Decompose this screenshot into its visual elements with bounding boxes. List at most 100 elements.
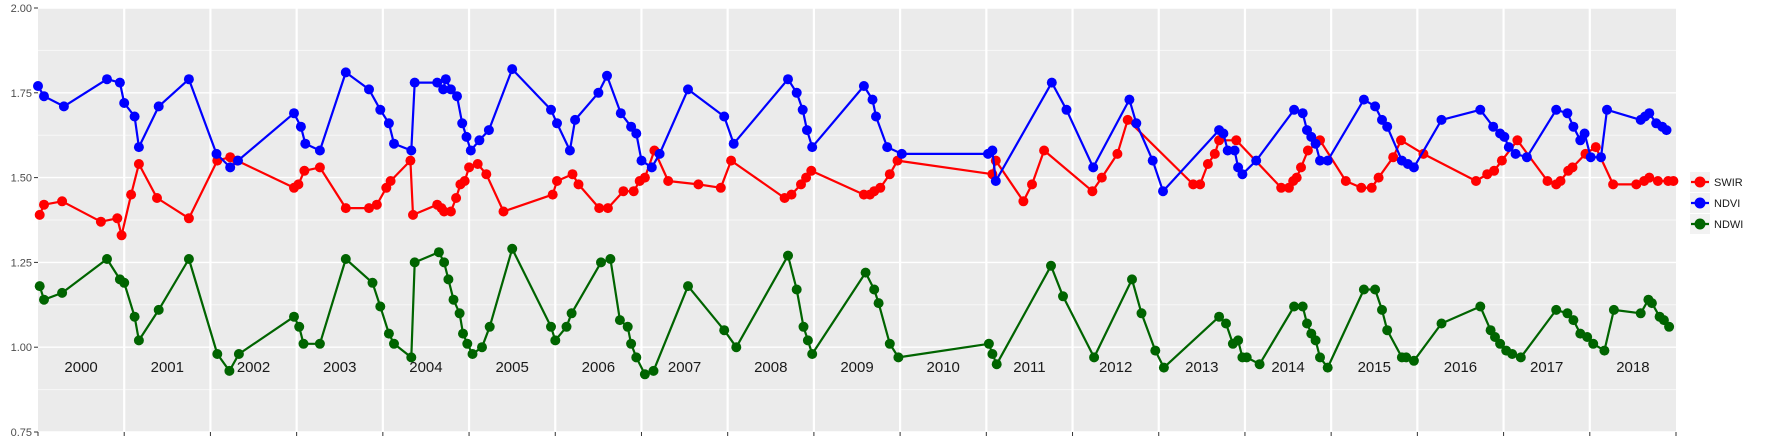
data-point-ndvi: [1229, 145, 1240, 156]
legend-item-swir: SWIR: [1690, 172, 1743, 192]
data-point-swir: [293, 179, 304, 190]
data-point-ndwi: [443, 274, 454, 285]
data-point-ndwi: [314, 338, 325, 349]
legend-item-ndwi: NDWI: [1690, 214, 1743, 234]
data-point-ndvi: [133, 142, 144, 153]
data-point-ndvi: [295, 121, 306, 132]
data-point-swir: [1471, 176, 1481, 186]
year-label: 2014: [1271, 359, 1304, 376]
data-point-ndwi: [1635, 308, 1646, 319]
data-point-ndvi: [564, 145, 575, 156]
data-point-ndvi: [474, 135, 485, 146]
data-point-ndwi: [566, 308, 577, 319]
data-point-swir: [464, 162, 475, 173]
data-point-ndwi: [298, 338, 309, 349]
data-point-ndvi: [39, 91, 49, 102]
data-point-ndvi: [452, 91, 462, 102]
data-point-ndwi: [802, 335, 813, 346]
data-point-ndwi: [860, 267, 871, 278]
data-point-ndwi: [39, 294, 49, 305]
data-point-ndwi: [367, 277, 378, 288]
data-point-ndvi: [1358, 94, 1369, 105]
data-point-swir: [884, 169, 895, 180]
data-point-swir: [806, 165, 817, 176]
data-point-ndwi: [1515, 352, 1526, 363]
data-point-ndvi: [1222, 145, 1233, 156]
data-point-ndvi: [33, 81, 43, 91]
data-point-ndvi: [593, 87, 604, 98]
data-point-ndvi: [1562, 108, 1573, 119]
year-label: 2003: [323, 359, 356, 376]
data-point-ndvi: [1322, 155, 1333, 166]
data-point-ndvi: [440, 74, 451, 85]
data-point-ndvi: [615, 108, 626, 119]
year-label: 2005: [495, 359, 528, 376]
year-label: 2006: [582, 359, 615, 376]
data-point-ndwi: [991, 359, 1002, 370]
data-point-ndwi: [383, 328, 394, 339]
data-point-ndwi: [798, 321, 809, 332]
data-point-ndwi: [1058, 291, 1068, 302]
data-point-swir: [340, 203, 351, 214]
data-point-ndwi: [869, 284, 880, 295]
data-point-ndvi: [783, 74, 793, 85]
data-point-ndwi: [1551, 304, 1562, 315]
year-label: 2002: [237, 359, 270, 376]
data-point-ndvi: [1436, 114, 1447, 125]
data-point-swir: [1590, 142, 1601, 153]
data-point-ndvi: [987, 145, 998, 156]
data-point-ndwi: [1507, 349, 1518, 359]
data-point-ndwi: [1089, 352, 1100, 363]
data-point-ndwi: [1221, 318, 1231, 329]
data-point-ndwi: [1608, 304, 1619, 315]
data-point-swir: [875, 182, 886, 193]
data-point-ndwi: [1127, 274, 1137, 285]
data-point-ndvi: [802, 125, 812, 136]
y-tick-label: 1.75: [11, 88, 32, 100]
data-point-swir: [299, 165, 310, 176]
y-axis: 0.75 1.00 1.25 1.50 1.75 2.00: [11, 3, 38, 439]
data-point-swir: [1209, 148, 1220, 159]
data-point-ndwi: [102, 254, 112, 264]
data-point-swir: [1122, 114, 1133, 125]
data-point-ndwi: [1358, 284, 1369, 295]
data-point-ndwi: [605, 254, 616, 264]
data-point-swir: [314, 162, 325, 173]
data-point-ndwi: [375, 301, 386, 312]
data-point-swir: [1276, 182, 1287, 193]
data-point-swir: [371, 199, 382, 210]
data-point-swir: [796, 179, 806, 190]
data-point-ndvi: [153, 101, 164, 112]
data-point-ndvi: [1644, 108, 1655, 119]
data-point-ndwi: [406, 352, 417, 363]
data-point-ndvi: [119, 98, 130, 108]
data-point-ndwi: [1214, 311, 1225, 322]
data-point-swir: [498, 206, 509, 217]
data-point-swir: [1631, 179, 1642, 190]
data-point-ndvi: [1585, 152, 1596, 163]
data-point-swir: [1027, 179, 1037, 190]
data-point-swir: [693, 179, 704, 190]
year-label: 2011: [1013, 359, 1045, 376]
data-point-swir: [1489, 165, 1500, 176]
data-point-swir: [405, 155, 416, 166]
data-point-swir: [1542, 176, 1553, 186]
data-point-ndvi: [183, 74, 194, 85]
data-point-ndvi: [1061, 104, 1072, 115]
data-point-ndvi: [1147, 155, 1158, 166]
data-point-ndwi: [1599, 345, 1610, 356]
data-point-ndvi: [1297, 108, 1308, 119]
year-label: 2012: [1099, 359, 1132, 376]
data-point-ndwi: [477, 342, 487, 353]
data-point-ndvi: [871, 111, 881, 122]
data-point-ndvi: [1503, 142, 1514, 153]
data-point-swir: [1512, 135, 1523, 146]
data-point-ndwi: [119, 277, 130, 288]
data-point-swir: [1388, 152, 1399, 163]
data-point-ndwi: [614, 315, 625, 326]
data-point-ndwi: [1562, 308, 1573, 319]
data-point-swir: [1039, 145, 1050, 156]
data-point-swir: [1496, 155, 1507, 166]
year-label: 2000: [64, 359, 97, 376]
data-point-swir: [472, 159, 483, 169]
